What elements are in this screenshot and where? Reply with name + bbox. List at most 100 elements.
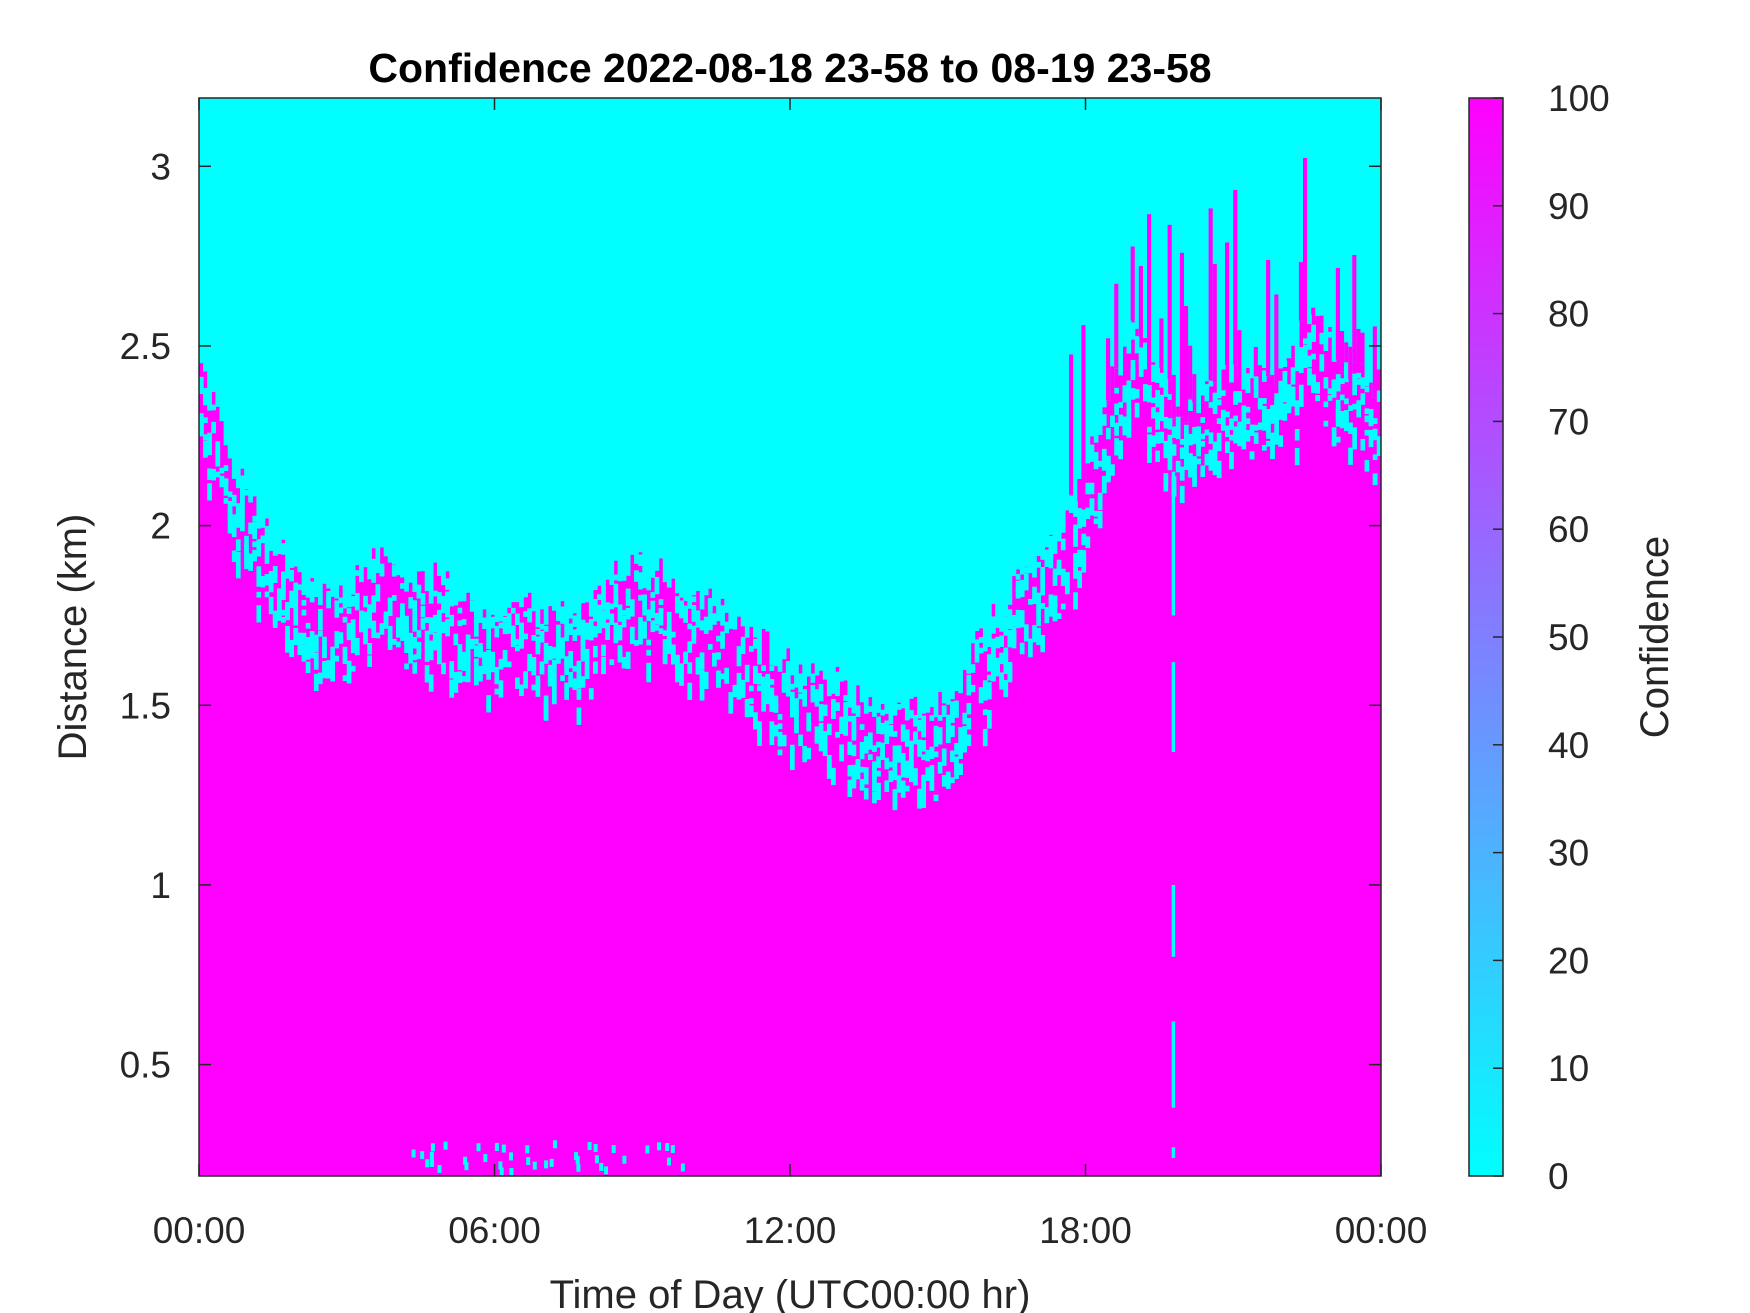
- low-confidence-cell: [613, 595, 619, 608]
- low-confidence-cell: [1229, 451, 1234, 470]
- low-confidence-cell: [1114, 387, 1119, 394]
- low-confidence-cell: [1233, 428, 1238, 441]
- low-confidence-column: [1163, 98, 1169, 397]
- low-confidence-cell: [1155, 432, 1160, 444]
- low-confidence-cell: [276, 600, 282, 607]
- low-confidence-cell: [473, 645, 479, 657]
- low-confidence-cell: [515, 613, 520, 626]
- low-confidence-cell: [605, 622, 611, 640]
- low-confidence-cell: [1028, 598, 1033, 605]
- low-confidence-cell: [753, 665, 758, 684]
- low-confidence-column: [810, 98, 816, 664]
- low-confidence-cell: [966, 683, 972, 696]
- low-confidence-column: [543, 98, 549, 625]
- low-confidence-cell: [1093, 451, 1099, 470]
- low-confidence-cell: [338, 597, 344, 604]
- low-confidence-cell: [839, 716, 844, 734]
- low-confidence-cell: [1060, 568, 1066, 586]
- low-confidence-column: [539, 98, 545, 610]
- low-confidence-cell: [1011, 614, 1017, 627]
- low-confidence-cell: [486, 695, 491, 713]
- low-confidence-cell: [240, 475, 245, 482]
- low-confidence-cell: [904, 729, 910, 747]
- low-confidence-cell: [863, 788, 869, 800]
- low-confidence-column: [338, 98, 344, 586]
- low-confidence-cell: [289, 590, 294, 608]
- low-confidence-cell: [991, 616, 996, 634]
- low-confidence-column: [1011, 98, 1017, 577]
- low-confidence-column: [1216, 98, 1222, 399]
- low-confidence-column: [1188, 98, 1193, 399]
- low-confidence-cell: [995, 657, 1000, 675]
- low-confidence-cell: [551, 666, 557, 685]
- x-axis-label: Time of Day (UTC00:00 hr): [550, 1273, 1031, 1313]
- low-confidence-cell: [428, 617, 434, 635]
- low-confidence-cell: [1335, 436, 1341, 443]
- low-confidence-cell: [736, 682, 742, 700]
- low-confidence-cell: [769, 687, 775, 705]
- high-confidence-cell: [1171, 374, 1177, 419]
- low-confidence-cell: [1073, 567, 1078, 579]
- low-confidence-cell: [892, 731, 898, 737]
- low-confidence-cell: [773, 724, 779, 737]
- low-confidence-cell: [1331, 383, 1337, 396]
- low-confidence-cell: [1159, 403, 1165, 422]
- low-confidence-cell: [1319, 332, 1325, 345]
- low-confidence-column: [350, 98, 356, 595]
- low-confidence-cell: [272, 565, 278, 578]
- low-confidence-streak: [1171, 662, 1176, 752]
- low-confidence-cell: [1241, 422, 1247, 434]
- low-confidence-cell: [954, 700, 959, 718]
- low-confidence-cell: [1097, 460, 1103, 467]
- low-confidence-cell: [326, 666, 331, 679]
- low-confidence-column: [978, 98, 984, 629]
- low-confidence-cell: [281, 543, 286, 555]
- low-confidence-cell: [1011, 631, 1017, 649]
- low-confidence-cell: [638, 594, 643, 601]
- low-confidence-cell: [621, 610, 627, 616]
- low-confidence-cell: [469, 600, 475, 612]
- low-confidence-cell: [1216, 399, 1222, 406]
- low-confidence-cell: [281, 617, 286, 623]
- low-confidence-cell: [1048, 610, 1054, 616]
- low-confidence-cell: [543, 695, 549, 707]
- low-confidence-cell: [457, 644, 463, 662]
- low-confidence-cell: [1352, 427, 1357, 434]
- low-confidence-column: [625, 98, 631, 576]
- low-confidence-cell: [342, 646, 348, 664]
- low-confidence-column: [884, 98, 890, 714]
- low-confidence-column: [276, 98, 282, 555]
- low-confidence-column: [613, 98, 619, 561]
- low-confidence-cell: [884, 720, 890, 733]
- low-confidence-cell: [605, 633, 611, 640]
- low-confidence-cell: [207, 443, 212, 456]
- low-confidence-cell: [396, 620, 401, 638]
- low-confidence-cell: [420, 593, 426, 605]
- low-confidence-cell: [670, 644, 676, 651]
- low-confidence-cell: [847, 764, 853, 777]
- low-confidence-cell: [1019, 579, 1025, 598]
- low-confidence-cell: [469, 643, 475, 649]
- low-confidence-cell: [576, 1163, 581, 1172]
- low-confidence-cell: [1032, 586, 1037, 604]
- low-confidence-cell: [888, 761, 894, 768]
- low-confidence-cell: [941, 706, 947, 713]
- low-confidence-cell: [1081, 555, 1087, 573]
- low-confidence-cell: [720, 631, 725, 649]
- low-confidence-column: [506, 98, 512, 608]
- low-confidence-cell: [1159, 398, 1165, 405]
- low-confidence-cell: [1315, 395, 1321, 401]
- low-confidence-cell: [1048, 551, 1054, 569]
- low-confidence-cell: [921, 754, 927, 761]
- low-confidence-cell: [1040, 634, 1046, 653]
- low-confidence-column: [999, 98, 1005, 632]
- low-confidence-cell: [913, 715, 918, 727]
- low-confidence-cell: [523, 633, 528, 640]
- low-confidence-cell: [954, 743, 959, 755]
- colorbar-tick-label: 80: [1548, 294, 1589, 335]
- low-confidence-column: [568, 98, 574, 619]
- low-confidence-column: [461, 98, 467, 602]
- low-confidence-cell: [490, 616, 496, 629]
- low-confidence-cell: [1138, 350, 1144, 363]
- low-confidence-cell: [1106, 455, 1111, 468]
